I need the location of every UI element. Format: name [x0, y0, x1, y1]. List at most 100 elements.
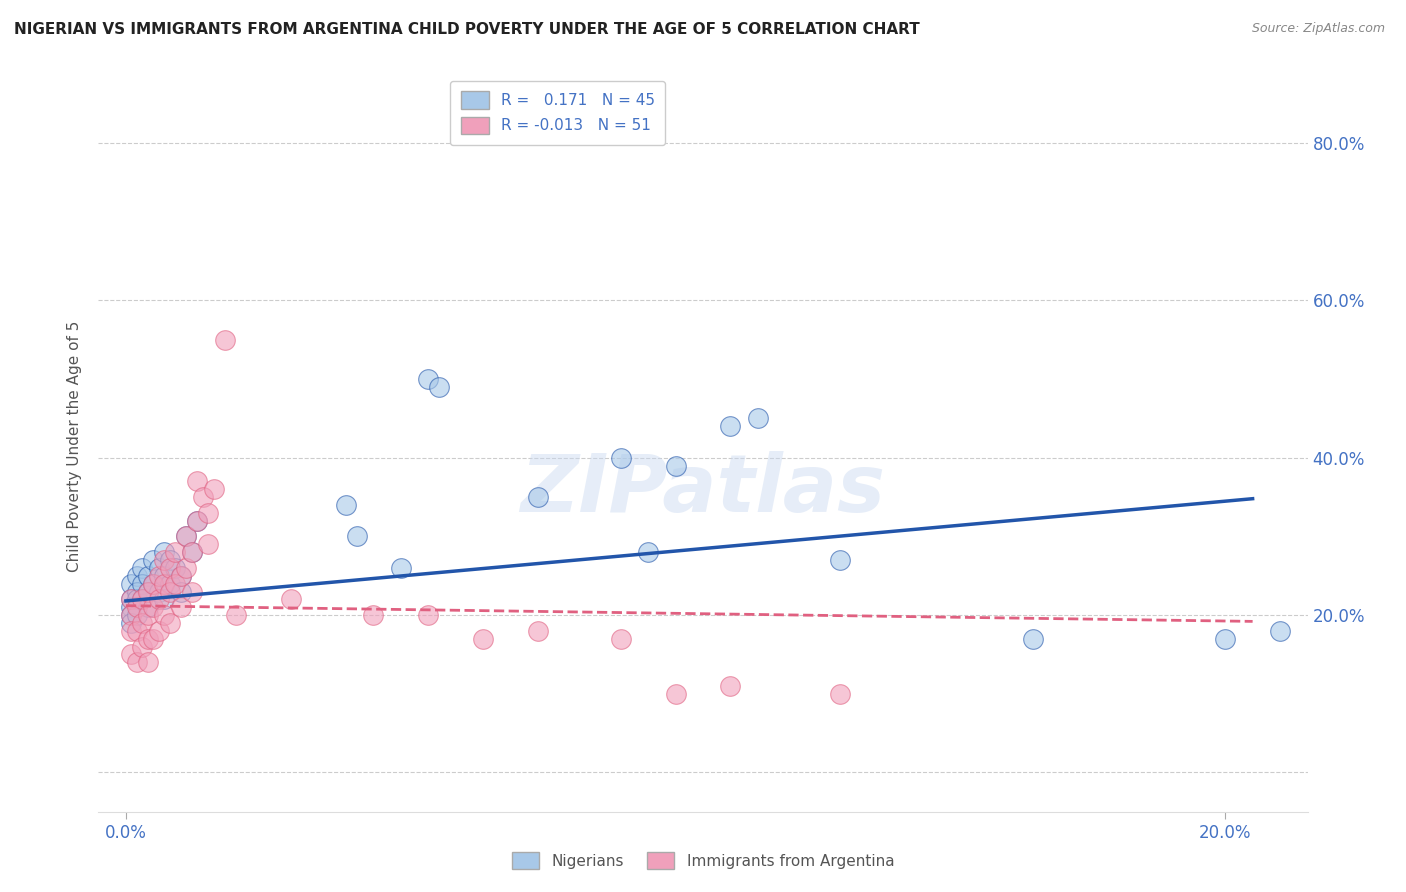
Point: [214, 333, 236, 347]
Point: [472, 632, 495, 646]
Point: [148, 624, 170, 638]
Text: NIGERIAN VS IMMIGRANTS FROM ARGENTINA CHILD POVERTY UNDER THE AGE OF 5 CORRELATI: NIGERIAN VS IMMIGRANTS FROM ARGENTINA CH…: [14, 22, 920, 37]
Point: [148, 568, 170, 582]
Point: [136, 632, 159, 646]
Point: [197, 537, 219, 551]
Point: [136, 608, 159, 623]
Point: [418, 608, 440, 623]
Point: [120, 600, 142, 615]
Point: [527, 490, 550, 504]
Point: [664, 458, 686, 473]
Point: [170, 568, 193, 582]
Text: ZIPatlas: ZIPatlas: [520, 450, 886, 529]
Point: [202, 482, 225, 496]
Point: [153, 553, 176, 567]
Point: [170, 584, 193, 599]
Point: [361, 608, 384, 623]
Point: [159, 576, 181, 591]
Point: [125, 624, 148, 638]
Point: [120, 608, 142, 623]
Point: [186, 475, 208, 489]
Point: [131, 640, 153, 654]
Point: [180, 545, 202, 559]
Point: [176, 529, 198, 543]
Point: [280, 592, 302, 607]
Point: [389, 561, 412, 575]
Point: [131, 561, 153, 575]
Point: [148, 592, 170, 607]
Point: [120, 576, 142, 591]
Point: [225, 608, 247, 623]
Point: [165, 545, 187, 559]
Point: [186, 514, 208, 528]
Point: [176, 529, 198, 543]
Point: [165, 561, 187, 575]
Point: [720, 419, 742, 434]
Point: [136, 584, 159, 599]
Point: [830, 687, 852, 701]
Point: [159, 553, 181, 567]
Point: [131, 592, 153, 607]
Point: [335, 498, 357, 512]
Point: [142, 576, 165, 591]
Point: [170, 568, 193, 582]
Point: [136, 584, 159, 599]
Point: [427, 380, 450, 394]
Point: [136, 655, 159, 669]
Point: [125, 584, 148, 599]
Point: [125, 655, 148, 669]
Point: [527, 624, 550, 638]
Point: [609, 632, 631, 646]
Legend: R =   0.171   N = 45, R = -0.013   N = 51: R = 0.171 N = 45, R = -0.013 N = 51: [450, 80, 665, 145]
Point: [180, 584, 202, 599]
Point: [159, 615, 181, 630]
Point: [120, 615, 142, 630]
Point: [131, 576, 153, 591]
Point: [153, 576, 176, 591]
Point: [664, 687, 686, 701]
Point: [346, 529, 368, 543]
Point: [136, 568, 159, 582]
Point: [1213, 632, 1236, 646]
Y-axis label: Child Poverty Under the Age of 5: Child Poverty Under the Age of 5: [67, 320, 83, 572]
Point: [153, 608, 176, 623]
Point: [142, 632, 165, 646]
Point: [120, 592, 142, 607]
Point: [191, 490, 214, 504]
Point: [1022, 632, 1045, 646]
Point: [747, 411, 769, 425]
Point: [136, 600, 159, 615]
Point: [180, 545, 202, 559]
Point: [125, 600, 148, 615]
Point: [176, 561, 198, 575]
Point: [165, 576, 187, 591]
Point: [142, 600, 165, 615]
Point: [142, 576, 165, 591]
Point: [120, 624, 142, 638]
Point: [148, 584, 170, 599]
Point: [830, 553, 852, 567]
Point: [720, 679, 742, 693]
Legend: Nigerians, Immigrants from Argentina: Nigerians, Immigrants from Argentina: [506, 846, 900, 875]
Point: [131, 592, 153, 607]
Point: [131, 615, 153, 630]
Point: [637, 545, 659, 559]
Point: [120, 608, 142, 623]
Point: [159, 584, 181, 599]
Text: Source: ZipAtlas.com: Source: ZipAtlas.com: [1251, 22, 1385, 36]
Point: [120, 648, 142, 662]
Point: [125, 608, 148, 623]
Point: [125, 568, 148, 582]
Point: [1268, 624, 1291, 638]
Point: [148, 561, 170, 575]
Point: [142, 553, 165, 567]
Point: [120, 592, 142, 607]
Point: [609, 450, 631, 465]
Point: [153, 545, 176, 559]
Point: [125, 592, 148, 607]
Point: [159, 561, 181, 575]
Point: [153, 592, 176, 607]
Point: [186, 514, 208, 528]
Point: [153, 568, 176, 582]
Point: [197, 506, 219, 520]
